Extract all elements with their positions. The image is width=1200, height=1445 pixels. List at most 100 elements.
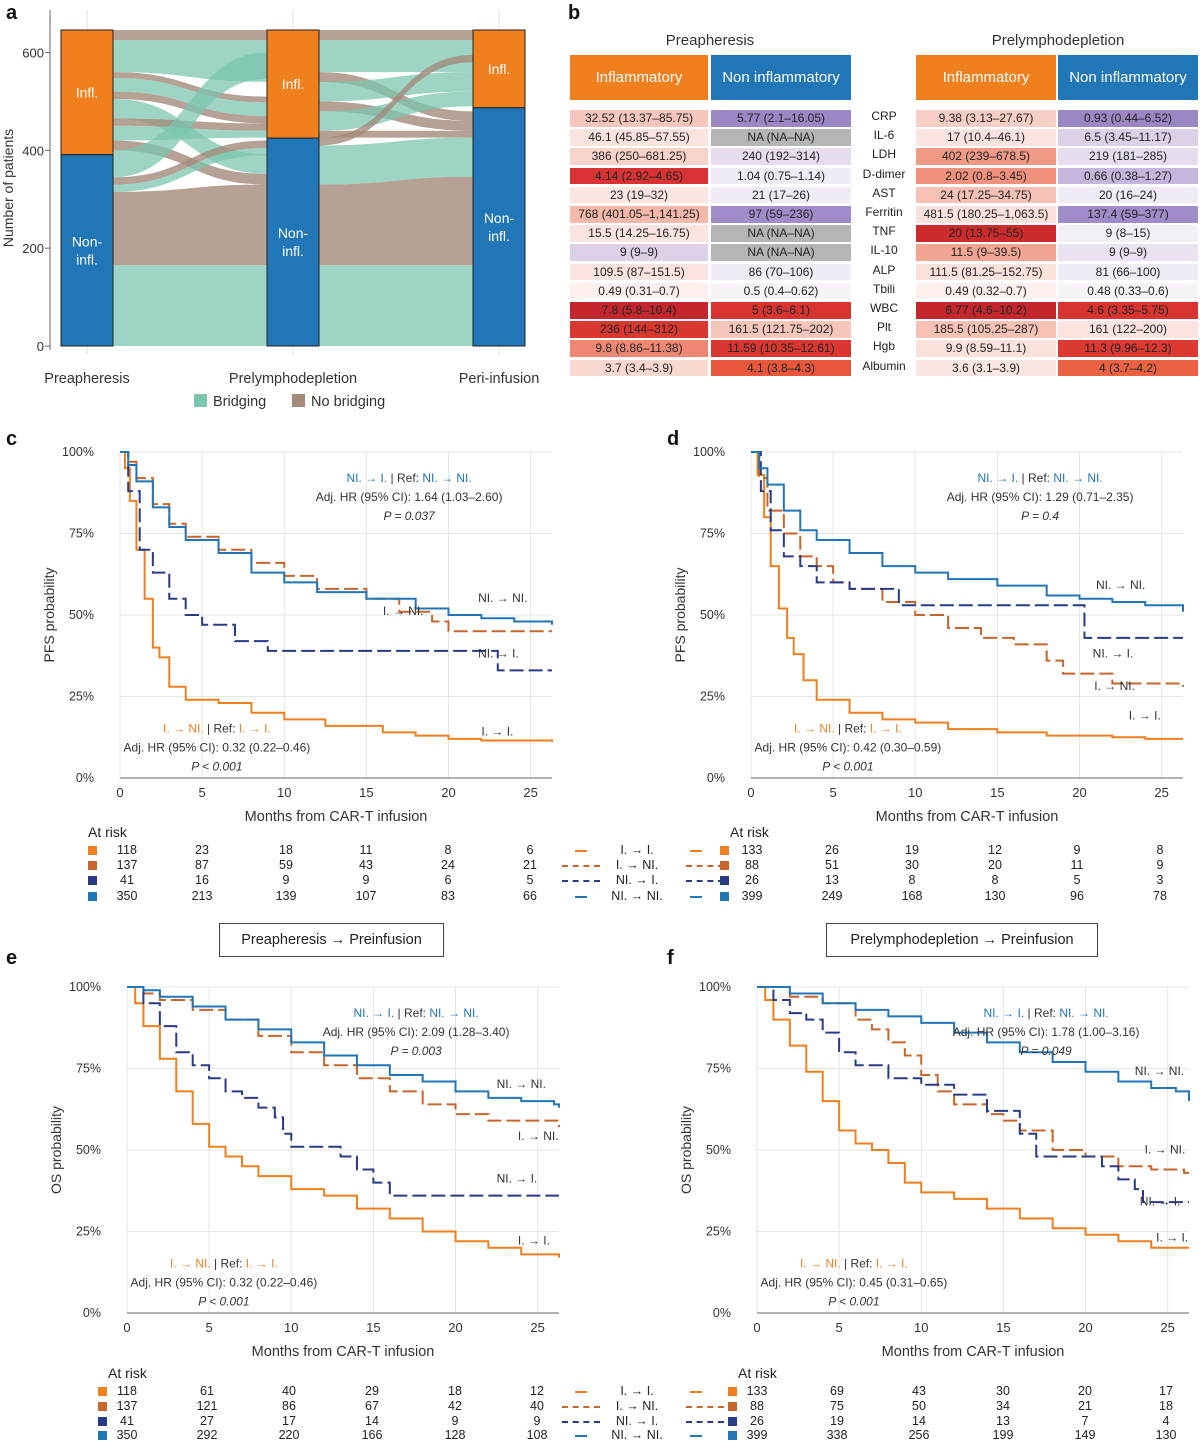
- risk-value: 21: [523, 858, 537, 873]
- table-cell: 24 (17.25–34.75): [916, 186, 1056, 204]
- x-tick-label: 10: [284, 1320, 298, 1335]
- legend-line-symbol: [575, 1435, 587, 1438]
- table-cell: 2.02 (0.8–3.45): [916, 167, 1056, 185]
- risk-value: 18: [1159, 1398, 1173, 1413]
- panel-letter-f: f: [667, 947, 674, 969]
- risk-value: 86: [282, 1398, 296, 1413]
- km-chart-d: 0% 25% 50% 75% 100% 0 5 10 15 20 25 PFS probability…: [672, 445, 1184, 825]
- y-tick-label: 0%: [707, 771, 725, 785]
- at-risk-table-ef: At risk At risk 118 61 40 29 18 12 I. → I. 133 69 4…: [0, 1365, 1200, 1445]
- risk-value: 5: [526, 873, 534, 888]
- risk-value: 5: [1073, 873, 1081, 888]
- right-header-inflammatory: Inflammatory: [916, 55, 1056, 100]
- risk-value: 19: [905, 843, 919, 857]
- risk-value: 42: [448, 1398, 462, 1413]
- table-cell: 219 (181–285): [1058, 148, 1198, 165]
- risk-value: 26: [825, 843, 839, 857]
- alluvial-flow: [113, 147, 267, 192]
- alluvial-flow: [319, 54, 473, 146]
- y-tick-label: 25%: [706, 1225, 731, 1239]
- risk-value: 27: [200, 1413, 214, 1428]
- marker-label: LDH: [871, 147, 896, 162]
- table-cell: 161 (122–200): [1058, 321, 1198, 338]
- km-curve-ii: [120, 451, 553, 743]
- risk-value: 292: [196, 1428, 218, 1443]
- annotation-top-hr: Adj. HR (95% CI): 1.78 (1.00–3.16): [953, 1025, 1140, 1039]
- panel-letter-b: b: [568, 2, 581, 24]
- risk-value: 9: [282, 873, 290, 888]
- km-curve-nini: [751, 451, 1184, 612]
- stack-infl-label: Infl.: [282, 76, 305, 92]
- at-risk-header: At risk: [108, 1365, 147, 1381]
- x-tick-label: 20: [448, 1320, 462, 1335]
- x-tick-label: 20: [1072, 785, 1086, 800]
- risk-value: 16: [195, 873, 209, 888]
- km-curve-nini: [757, 986, 1190, 1102]
- x-tick-label: 25: [530, 1320, 544, 1335]
- x-tick-label: 0: [116, 785, 123, 800]
- annotation-top-p: P = 0.037: [383, 509, 436, 523]
- right-header-non-inflammatory: Non inflammatory: [1058, 55, 1198, 100]
- marker-label: IL-6: [873, 128, 895, 143]
- table-cell: 4.6 (3.35–5.75): [1058, 302, 1198, 319]
- y-axis-label: OS probability: [678, 1106, 694, 1194]
- table-cell: 3.6 (3.1–3.9): [916, 359, 1056, 377]
- risk-value: 4: [1162, 1413, 1170, 1428]
- legend-line-symbol: [690, 850, 702, 852]
- y-tick-label: 100%: [62, 445, 94, 459]
- stage-label: Peri-infusion: [459, 371, 540, 387]
- annotation-bottom-hr: Adj. HR (95% CI): 0.42 (0.30–0.59): [755, 740, 942, 754]
- table-cell: 9 (9–9): [1058, 244, 1198, 261]
- annotation-top-ref: NI. → I. | Ref: NI. → NI.: [347, 471, 472, 485]
- risk-value: 249: [821, 888, 843, 903]
- risk-value: 108: [526, 1428, 548, 1443]
- table-cell: 137.4 (59–377): [1058, 206, 1198, 223]
- table-cell: 111.5 (81.25–152.75): [916, 263, 1056, 281]
- y-tick-label: 0: [37, 339, 44, 354]
- stack-noninfl-label: Non-infl.: [484, 210, 515, 244]
- risk-value: 168: [901, 888, 923, 903]
- table-cell: 20 (13.75–55): [916, 225, 1056, 242]
- marker-label: AST: [872, 185, 896, 200]
- x-axis-label: Months from CAR-T infusion: [876, 809, 1059, 825]
- x-tick-label: 0: [123, 1320, 130, 1335]
- legend-line-symbol: [686, 865, 724, 868]
- table-cell: 9 (9–9): [570, 244, 708, 261]
- marker-label: TNF: [872, 224, 896, 239]
- curve-label: NI. → I.: [1140, 1194, 1181, 1208]
- curve-label: NI. → NI.: [478, 591, 527, 605]
- curve-label: NI. → I.: [497, 1172, 538, 1186]
- table-cell: NA (NA–NA): [711, 225, 851, 242]
- x-tick-label: 25: [1154, 785, 1168, 800]
- risk-value: 213: [191, 888, 213, 903]
- risk-square: [98, 1387, 107, 1396]
- risk-value: 3: [1156, 873, 1164, 888]
- y-tick-label: 25%: [69, 690, 94, 704]
- box-preapheresis-preinfusion: Preapheresis → Preinfusion: [219, 923, 444, 957]
- table-cell: 481.5 (180.25–1,063.5): [916, 206, 1056, 223]
- curve-label: I. → I.: [481, 725, 513, 739]
- risk-value: 121: [196, 1398, 218, 1413]
- risk-square: [88, 891, 97, 901]
- biomarker-tables: Preapheresis Prelymphodepletion Inflamma…: [568, 28, 1200, 377]
- table-cell: 15.5 (14.25–16.75): [570, 225, 708, 242]
- table-cell: 9.8 (8.86–11.38): [570, 340, 708, 357]
- panel-letter-e: e: [6, 947, 18, 969]
- risk-value: 137: [116, 858, 138, 873]
- alluvial-flow: [113, 77, 267, 117]
- annotation-bottom-ref: I. → NI. | Ref: I. → I.: [163, 721, 271, 735]
- table-cell: 240 (192–314): [711, 148, 851, 165]
- x-axis-label: Months from CAR-T infusion: [245, 809, 428, 825]
- y-tick-label: 400: [22, 143, 44, 158]
- stage-label: Preapheresis: [44, 371, 129, 387]
- table-cell: 97 (59–236): [711, 206, 851, 223]
- x-tick-label: 0: [747, 785, 754, 800]
- table-cell: 9 (8–15): [1058, 225, 1198, 242]
- table-cell: 0.5 (0.4–0.62): [711, 282, 851, 300]
- annotation-top-p: P = 0.4: [1021, 509, 1059, 523]
- risk-value: 21: [1078, 1398, 1092, 1413]
- risk-value: 137: [116, 1398, 138, 1413]
- x-tick-label: 10: [277, 785, 291, 800]
- legend-line-label: I. → I.: [620, 843, 654, 857]
- table-cell: 9.38 (3.13–27.67): [916, 110, 1056, 127]
